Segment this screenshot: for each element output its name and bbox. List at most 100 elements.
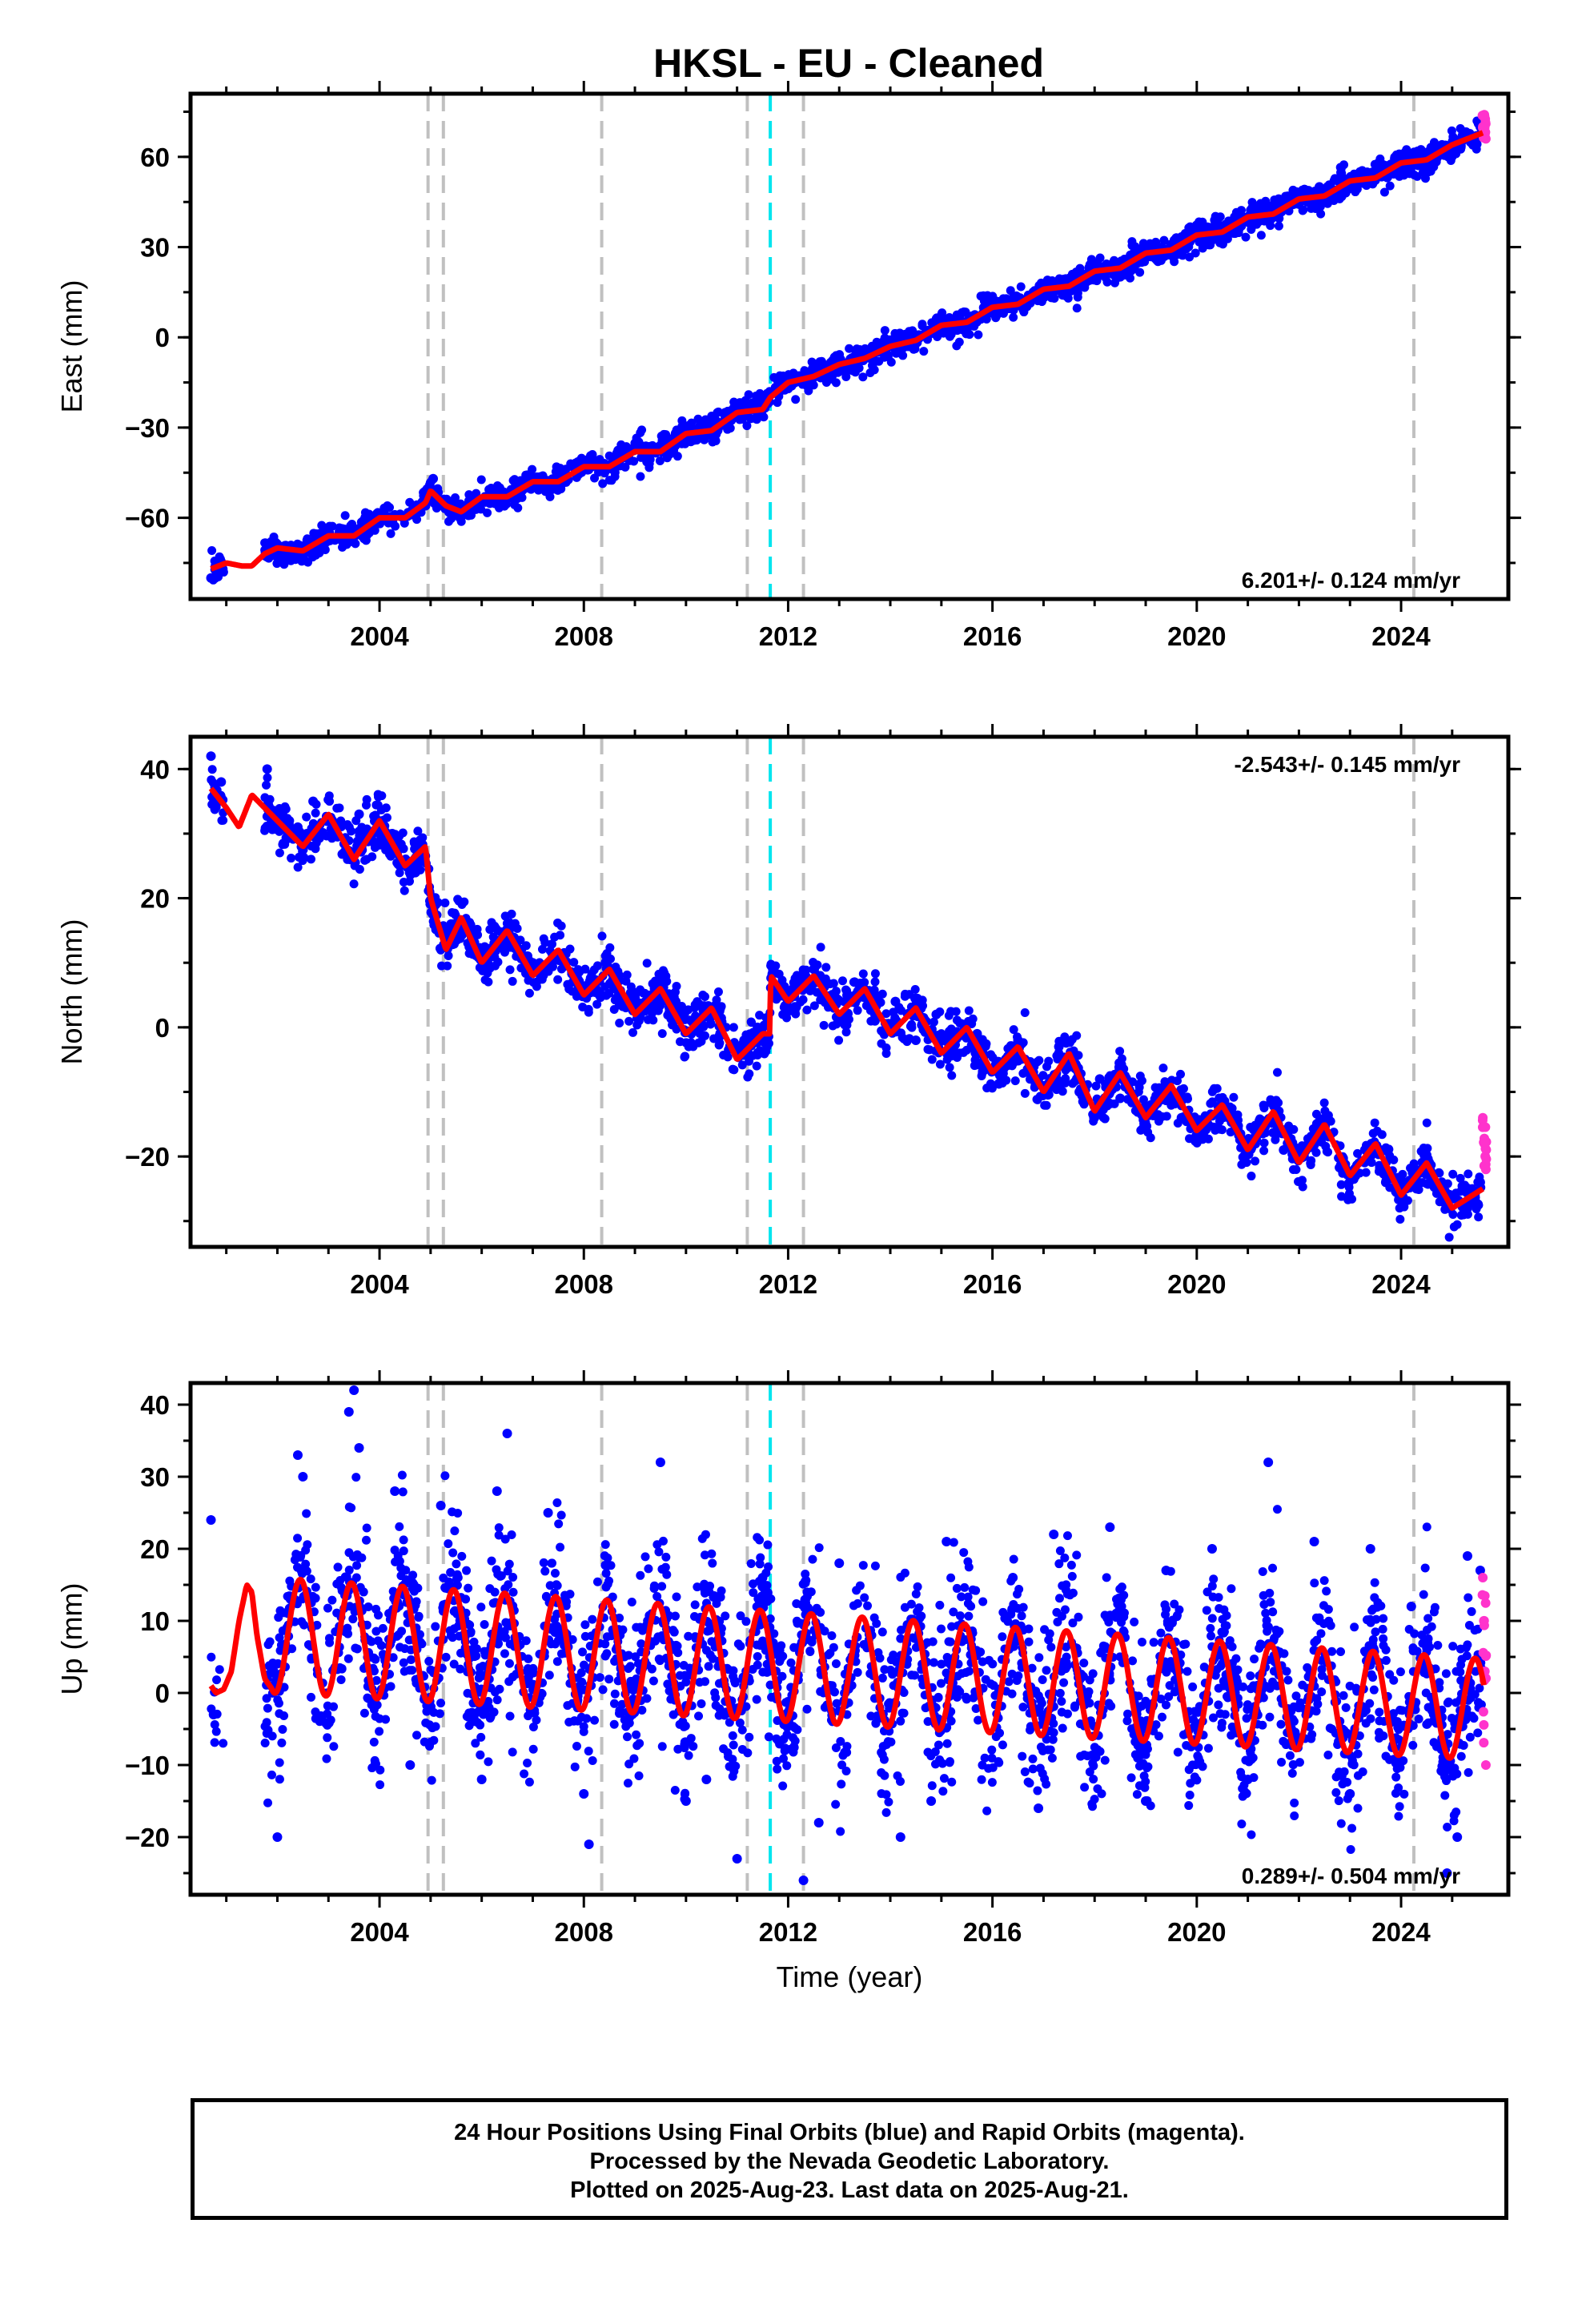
final-position-point bbox=[578, 1003, 588, 1012]
final-position-point bbox=[386, 529, 396, 538]
final-position-point bbox=[723, 1052, 733, 1062]
final-position-point bbox=[962, 324, 972, 334]
x-tick-label: 2008 bbox=[555, 1269, 613, 1299]
final-position-point bbox=[1412, 171, 1422, 181]
final-position-point bbox=[657, 1029, 667, 1039]
final-position-point bbox=[659, 429, 669, 439]
final-position-point bbox=[1154, 1110, 1163, 1120]
final-position-point bbox=[406, 1655, 416, 1665]
final-position-point bbox=[1218, 239, 1227, 249]
final-position-point bbox=[815, 357, 825, 367]
final-position-point bbox=[974, 330, 983, 340]
final-position-point bbox=[308, 818, 318, 828]
final-position-point bbox=[952, 341, 962, 351]
final-position-point bbox=[836, 1736, 845, 1746]
final-position-point bbox=[697, 1002, 706, 1011]
final-position-point bbox=[1435, 1197, 1444, 1207]
final-position-point bbox=[1042, 1062, 1051, 1072]
final-position-point bbox=[499, 943, 508, 952]
final-position-point bbox=[550, 932, 560, 942]
final-position-point bbox=[340, 511, 350, 521]
final-position-point bbox=[299, 554, 309, 564]
final-position-point bbox=[1067, 1035, 1077, 1044]
final-position-point bbox=[446, 1568, 456, 1578]
final-position-point bbox=[774, 969, 784, 979]
y-tick-label: −60 bbox=[125, 504, 170, 533]
final-position-point bbox=[1370, 1118, 1379, 1128]
final-position-point bbox=[909, 344, 918, 354]
final-position-point bbox=[768, 964, 778, 975]
final-position-point bbox=[1093, 259, 1102, 269]
final-position-point bbox=[883, 352, 893, 362]
final-position-point bbox=[1367, 1158, 1376, 1168]
final-position-point bbox=[1320, 1106, 1330, 1116]
final-position-point bbox=[964, 1667, 974, 1676]
final-position-point bbox=[1134, 1087, 1143, 1096]
final-position-point bbox=[1467, 1606, 1476, 1616]
final-position-point bbox=[655, 456, 665, 465]
final-position-point bbox=[1297, 1141, 1307, 1151]
final-position-point bbox=[524, 975, 533, 985]
final-position-point bbox=[1206, 1099, 1215, 1108]
final-position-point bbox=[1138, 1095, 1148, 1104]
final-position-point bbox=[951, 1048, 962, 1059]
final-position-point bbox=[881, 1043, 891, 1052]
final-position-point bbox=[1369, 1685, 1379, 1695]
plot-frame bbox=[188, 91, 1511, 601]
final-position-point bbox=[592, 999, 602, 1009]
final-position-point bbox=[1130, 1617, 1139, 1626]
final-position-point bbox=[1291, 1164, 1301, 1174]
final-position-point bbox=[800, 971, 809, 980]
final-position-point bbox=[836, 1827, 845, 1836]
final-position-point bbox=[469, 1637, 479, 1647]
final-position-point bbox=[597, 931, 607, 941]
final-position-point bbox=[629, 456, 639, 466]
final-position-point bbox=[207, 765, 217, 774]
final-position-point bbox=[293, 862, 303, 872]
final-position-point bbox=[399, 878, 408, 887]
final-position-point bbox=[902, 1037, 912, 1047]
final-position-point bbox=[1274, 221, 1283, 231]
final-position-point bbox=[336, 816, 346, 826]
final-position-point bbox=[1472, 1204, 1481, 1214]
y-tick-label: 20 bbox=[140, 884, 170, 914]
final-position-point bbox=[834, 1035, 844, 1045]
final-position-point bbox=[890, 996, 901, 1007]
final-position-point bbox=[1010, 1076, 1020, 1086]
final-position-point bbox=[1251, 1120, 1260, 1130]
final-position-point bbox=[1102, 277, 1112, 287]
final-position-point bbox=[1254, 217, 1263, 227]
final-position-point bbox=[723, 424, 733, 434]
final-position-point bbox=[1102, 259, 1111, 268]
final-position-point bbox=[1361, 1168, 1371, 1177]
final-position-point bbox=[1211, 211, 1220, 221]
final-position-point bbox=[516, 963, 526, 973]
final-position-point bbox=[1247, 1172, 1256, 1181]
final-position-point bbox=[1241, 232, 1251, 242]
final-position-point bbox=[1346, 1844, 1355, 1854]
final-position-point bbox=[925, 1045, 934, 1055]
final-position-point bbox=[587, 969, 596, 979]
rapid-position-point bbox=[1480, 134, 1491, 144]
rapid-position-point bbox=[1478, 1112, 1488, 1123]
final-position-point bbox=[1456, 1173, 1465, 1183]
final-position-point bbox=[857, 346, 867, 356]
final-position-point bbox=[1176, 1112, 1186, 1123]
final-position-point bbox=[383, 501, 392, 511]
final-position-point bbox=[1379, 187, 1389, 197]
final-position-point bbox=[272, 559, 282, 569]
final-position-point bbox=[1074, 1087, 1085, 1097]
final-position-point bbox=[853, 1006, 862, 1015]
final-position-point bbox=[528, 464, 537, 474]
final-position-point bbox=[809, 1001, 819, 1011]
final-position-point bbox=[327, 1595, 337, 1605]
final-position-point bbox=[480, 975, 490, 985]
final-position-point bbox=[1158, 1063, 1168, 1073]
final-position-point bbox=[881, 1009, 891, 1019]
final-position-point bbox=[628, 1027, 638, 1037]
final-position-point bbox=[938, 1031, 947, 1041]
final-position-point bbox=[306, 1574, 315, 1584]
final-position-point bbox=[782, 1013, 792, 1023]
final-position-point bbox=[1161, 1078, 1170, 1088]
